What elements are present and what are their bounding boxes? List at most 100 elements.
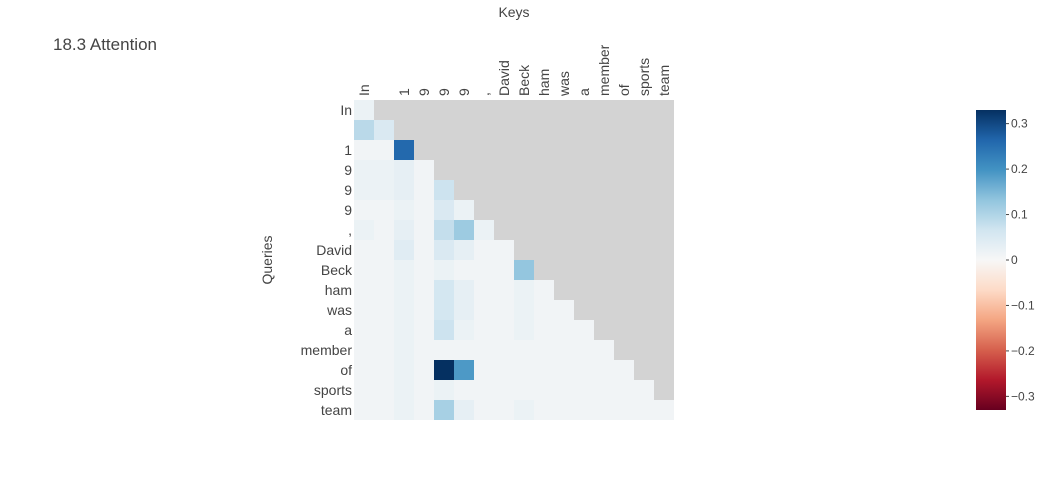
y-tick-label: In: [340, 102, 352, 118]
heatmap-cell: [414, 160, 434, 180]
heatmap-cell: [514, 380, 534, 400]
heatmap-cell: [394, 180, 414, 200]
y-tick-label: 9: [344, 202, 352, 218]
heatmap-plot-area: [354, 100, 674, 420]
heatmap-cell: [374, 380, 394, 400]
heatmap-cell: [594, 360, 614, 380]
heatmap-cell: [474, 380, 494, 400]
heatmap-cell: [454, 220, 474, 240]
x-tick-labels: In 1 9 9 9, David Beck ham was a member of sports te…: [356, 44, 672, 97]
heatmap-cell: [514, 340, 534, 360]
y-tick-label: sports: [314, 382, 352, 398]
y-tick-label: 9: [344, 182, 352, 198]
heatmap-cell: [354, 120, 374, 140]
heatmap-cell: [374, 160, 394, 180]
heatmap-cell: [454, 240, 474, 260]
x-tick-label: In: [356, 84, 372, 96]
y-axis-title: Queries: [259, 235, 275, 284]
heatmap-cell: [514, 320, 534, 340]
heatmap-cell: [574, 320, 594, 340]
heatmap-cell: [394, 320, 414, 340]
colorbar-tick-label: 0.3: [1011, 117, 1028, 131]
heatmap-cell: [574, 360, 594, 380]
heatmap-cell: [414, 320, 434, 340]
x-tick-label: 1: [396, 88, 412, 96]
heatmap-cell: [514, 260, 534, 280]
heatmap-cell: [374, 140, 394, 160]
heatmap-cell: [374, 300, 394, 320]
heatmap-cell: [654, 400, 674, 420]
heatmap-cell: [614, 360, 634, 380]
heatmap-cell: [494, 380, 514, 400]
heatmap-cell: [414, 360, 434, 380]
heatmap-cell: [474, 300, 494, 320]
heatmap-cell: [454, 300, 474, 320]
heatmap-cell: [434, 340, 454, 360]
heatmap-cell: [514, 400, 534, 420]
heatmap-cell: [554, 340, 574, 360]
heatmap-cell: [474, 360, 494, 380]
heatmap-cell: [374, 200, 394, 220]
x-tick-label: was: [556, 71, 572, 97]
heatmap-cell: [454, 260, 474, 280]
heatmap-cell: [394, 260, 414, 280]
x-tick-label: Beck: [516, 64, 532, 96]
heatmap-cell: [414, 280, 434, 300]
x-tick-label: 9: [456, 88, 472, 96]
heatmap-cell: [414, 220, 434, 240]
heatmap-cell: [494, 400, 514, 420]
heatmap-cell: [494, 320, 514, 340]
heatmap-cell: [554, 400, 574, 420]
heatmap-cell: [414, 300, 434, 320]
heatmap-cell: [594, 400, 614, 420]
heatmap-cell: [414, 260, 434, 280]
y-tick-label: team: [321, 402, 352, 418]
heatmap-cell: [394, 140, 414, 160]
heatmap-cell: [454, 360, 474, 380]
y-tick-label: Beck: [321, 262, 353, 278]
heatmap-cell: [494, 300, 514, 320]
heatmap-cell: [414, 340, 434, 360]
heatmap-cell: [554, 320, 574, 340]
heatmap-cell: [574, 340, 594, 360]
heatmap-cell: [394, 360, 414, 380]
colorbar-gradient: [976, 110, 1006, 410]
heatmap-cell: [554, 380, 574, 400]
colorbar-tick-label: 0.1: [1011, 208, 1028, 222]
colorbar-tick-label: 0: [1011, 253, 1018, 267]
x-tick-label: ,: [476, 92, 492, 96]
x-tick-label: a: [576, 88, 592, 96]
heatmap-cell: [514, 300, 534, 320]
heatmap-cell: [354, 280, 374, 300]
colorbar-tick-label: −0.3: [1011, 389, 1035, 403]
y-tick-labels: In 1 9 9 9, David Beck ham was a member of sports te…: [301, 102, 353, 418]
heatmap-cell: [374, 280, 394, 300]
heatmap-cell: [454, 380, 474, 400]
heatmap-cell: [354, 240, 374, 260]
heatmap-cell: [634, 380, 654, 400]
heatmap-cell: [414, 400, 434, 420]
heatmap-cell: [374, 180, 394, 200]
heatmap-cell: [394, 340, 414, 360]
chart-title: 18.3 Attention: [53, 35, 157, 54]
colorbar-tick-label: −0.1: [1011, 298, 1035, 312]
x-tick-label: 9: [436, 88, 452, 96]
y-tick-label: a: [344, 322, 352, 338]
heatmap-cell: [494, 280, 514, 300]
y-tick-label: ham: [325, 282, 352, 298]
heatmap-cell: [474, 400, 494, 420]
x-axis-title: Keys: [498, 4, 529, 20]
heatmap-cell: [394, 160, 414, 180]
heatmap-cell: [574, 380, 594, 400]
heatmap-cell: [414, 180, 434, 200]
heatmap-cell: [614, 380, 634, 400]
heatmap-cell: [374, 320, 394, 340]
heatmap-cell: [374, 340, 394, 360]
y-tick-label: David: [316, 242, 352, 258]
y-tick-label: of: [340, 362, 352, 378]
heatmap-cell: [474, 240, 494, 260]
y-tick-label: ,: [348, 222, 352, 238]
heatmap-cell: [354, 160, 374, 180]
heatmap-cell: [454, 320, 474, 340]
x-tick-label: 9: [416, 88, 432, 96]
